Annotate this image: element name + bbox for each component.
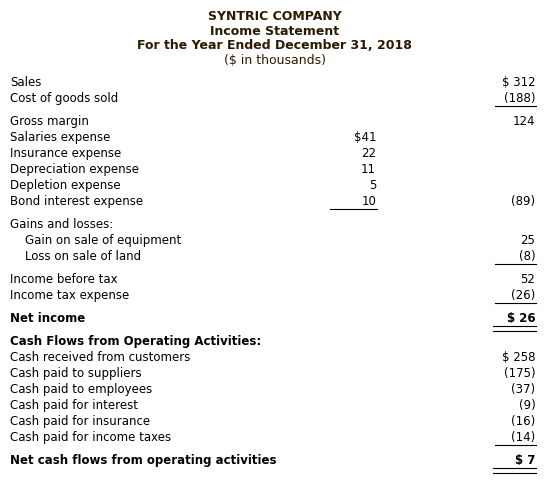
Text: $41: $41 [354,131,376,144]
Text: (89): (89) [511,195,535,208]
Text: Cash paid for interest: Cash paid for interest [10,399,138,412]
Text: (14): (14) [511,431,535,444]
Text: Income tax expense: Income tax expense [10,289,129,302]
Text: Cash paid to employees: Cash paid to employees [10,383,152,396]
Text: Gross margin: Gross margin [10,115,89,128]
Text: Cash received from customers: Cash received from customers [10,351,191,364]
Text: (8): (8) [519,250,535,263]
Text: (188): (188) [504,92,535,105]
Text: Gains and losses:: Gains and losses: [10,218,113,231]
Text: Bond interest expense: Bond interest expense [10,195,143,208]
Text: SYNTRIC COMPANY: SYNTRIC COMPANY [208,10,341,23]
Text: 52: 52 [520,273,535,286]
Text: Insurance expense: Insurance expense [10,147,121,160]
Text: 22: 22 [361,147,376,160]
Text: 5: 5 [369,179,376,192]
Text: 124: 124 [513,115,535,128]
Text: Cash paid for insurance: Cash paid for insurance [10,415,150,428]
Text: $ 7: $ 7 [515,454,535,467]
Text: Depletion expense: Depletion expense [10,179,121,192]
Text: Net cash flows from operating activities: Net cash flows from operating activities [10,454,276,467]
Text: Cash Flows from Operating Activities:: Cash Flows from Operating Activities: [10,335,261,348]
Text: Depreciation expense: Depreciation expense [10,163,139,176]
Text: 11: 11 [361,163,376,176]
Text: $ 26: $ 26 [507,312,535,325]
Text: Cash paid to suppliers: Cash paid to suppliers [10,367,142,380]
Text: (16): (16) [511,415,535,428]
Text: ($ in thousands): ($ in thousands) [223,53,326,67]
Text: Net income: Net income [10,312,85,325]
Text: Income before tax: Income before tax [10,273,117,286]
Text: (26): (26) [511,289,535,302]
Text: For the Year Ended December 31, 2018: For the Year Ended December 31, 2018 [137,39,412,52]
Text: Cost of goods sold: Cost of goods sold [10,92,118,105]
Text: Sales: Sales [10,76,41,89]
Text: 25: 25 [520,234,535,247]
Text: (37): (37) [511,383,535,396]
Text: Loss on sale of land: Loss on sale of land [25,250,142,263]
Text: Salaries expense: Salaries expense [10,131,110,144]
Text: $ 312: $ 312 [502,76,535,89]
Text: (175): (175) [503,367,535,380]
Text: Cash paid for income taxes: Cash paid for income taxes [10,431,171,444]
Text: Income Statement: Income Statement [210,24,339,37]
Text: Gain on sale of equipment: Gain on sale of equipment [25,234,182,247]
Text: $ 258: $ 258 [502,351,535,364]
Text: 10: 10 [361,195,376,208]
Text: (9): (9) [518,399,535,412]
